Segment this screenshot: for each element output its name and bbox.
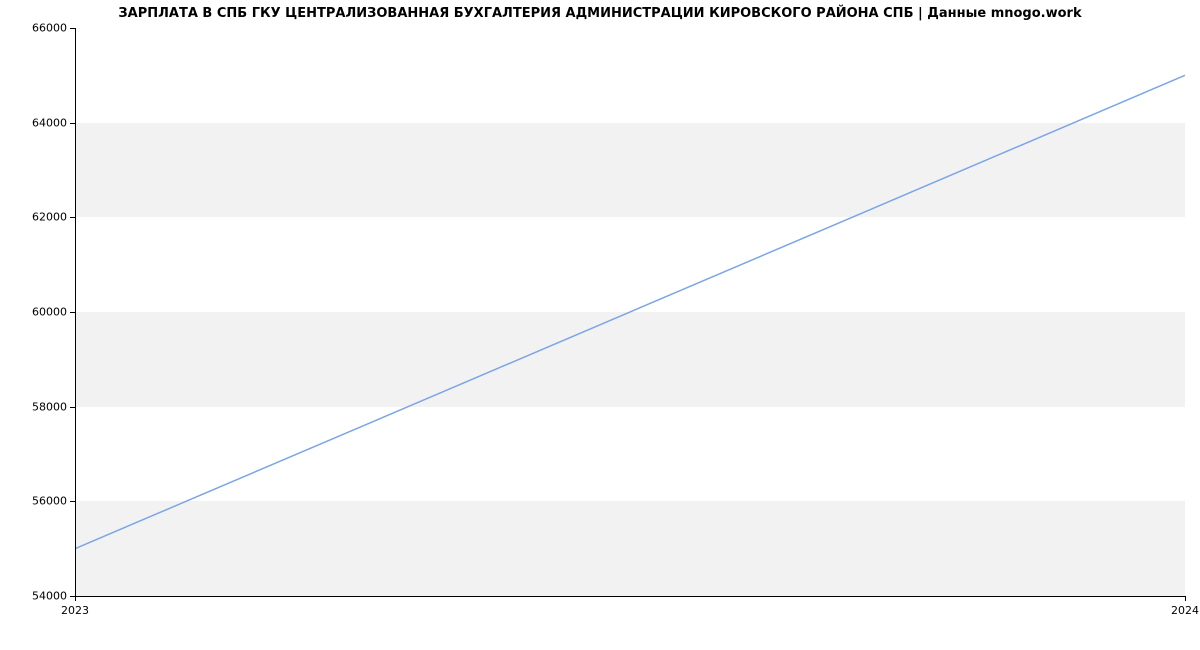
x-tick: [75, 596, 76, 601]
y-tick: [70, 217, 75, 218]
series-line: [75, 75, 1185, 548]
x-tick-label: 2024: [1171, 604, 1199, 617]
y-tick-label: 66000: [17, 22, 67, 35]
x-tick-label: 2023: [61, 604, 89, 617]
y-tick: [70, 312, 75, 313]
y-tick-label: 64000: [17, 116, 67, 129]
chart-title: ЗАРПЛАТА В СПБ ГКУ ЦЕНТРАЛИЗОВАННАЯ БУХГ…: [0, 6, 1200, 21]
x-axis-line: [75, 596, 1185, 597]
salary-chart: ЗАРПЛАТА В СПБ ГКУ ЦЕНТРАЛИЗОВАННАЯ БУХГ…: [0, 0, 1200, 650]
y-tick-label: 54000: [17, 590, 67, 603]
y-tick: [70, 407, 75, 408]
plot-area: [75, 28, 1185, 596]
y-tick-label: 56000: [17, 495, 67, 508]
y-tick-label: 62000: [17, 211, 67, 224]
y-tick: [70, 28, 75, 29]
data-line: [75, 28, 1185, 596]
y-axis-line: [75, 28, 76, 596]
y-tick: [70, 501, 75, 502]
y-tick-label: 60000: [17, 306, 67, 319]
x-tick: [1185, 596, 1186, 601]
y-tick-label: 58000: [17, 400, 67, 413]
y-tick: [70, 123, 75, 124]
